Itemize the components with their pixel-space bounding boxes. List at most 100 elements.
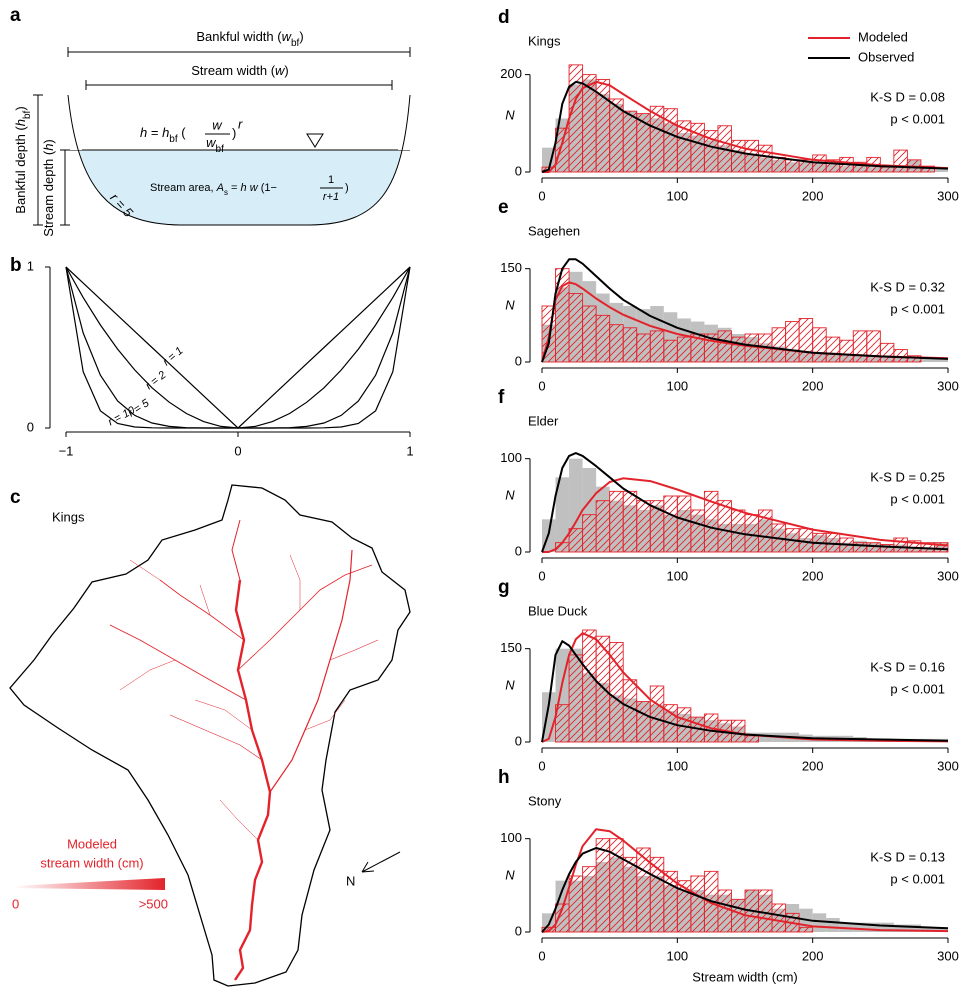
histogram-bar bbox=[852, 330, 868, 363]
annotation: K-S D = 0.16 bbox=[870, 659, 945, 674]
histogram-bar bbox=[690, 875, 705, 933]
legend-label: Observed bbox=[858, 49, 914, 64]
y-tick-label: 0 bbox=[515, 353, 522, 368]
histogram-bar bbox=[771, 327, 787, 363]
y-tick-label: 150 bbox=[500, 640, 522, 655]
x-tick-label: 100 bbox=[666, 188, 688, 203]
equation-exponent: r bbox=[238, 116, 243, 131]
bankful-depth-bar bbox=[33, 94, 43, 226]
x-axis-label: Stream width (cm) bbox=[692, 969, 797, 984]
histogram-bar bbox=[853, 922, 867, 932]
water-level-marker bbox=[306, 133, 324, 148]
histogram-bar bbox=[812, 327, 827, 363]
x-tick-label: 200 bbox=[802, 948, 824, 963]
histogram-bar bbox=[866, 330, 881, 363]
histogram-bar bbox=[934, 927, 948, 932]
histogram-bar bbox=[609, 324, 624, 363]
histogram-bar bbox=[649, 685, 665, 743]
histogram-bar bbox=[893, 149, 908, 173]
area-close: ) bbox=[345, 182, 349, 194]
histogram-bar bbox=[920, 358, 935, 362]
area-numerator: 1 bbox=[328, 174, 334, 186]
histogram-bar bbox=[744, 514, 759, 553]
histogram-bar bbox=[826, 918, 840, 932]
equation-numerator: w bbox=[212, 117, 223, 132]
histogram-bar bbox=[663, 339, 678, 363]
histogram-panel: h Stony 0 100 N 0 100 200 300 Stream width (cm) K-… bbox=[498, 767, 959, 984]
y-tick-label: 0 bbox=[515, 543, 522, 558]
histogram-bar bbox=[934, 542, 949, 553]
curve bbox=[65, 266, 411, 429]
histogram-bar bbox=[663, 870, 678, 933]
histogram-bar bbox=[568, 654, 584, 743]
curve-label: r = 1 bbox=[161, 345, 186, 369]
y-tick-label: 100 bbox=[500, 830, 522, 845]
equation: h = hbf ( bbox=[140, 125, 186, 145]
panel-label: e bbox=[498, 197, 509, 218]
histogram-bar bbox=[839, 339, 854, 363]
histogram-bar bbox=[649, 330, 665, 363]
histogram-bar bbox=[568, 528, 584, 553]
histogram-bar bbox=[649, 105, 665, 173]
histogram-bar bbox=[622, 110, 638, 173]
annotation: K-S D = 0.13 bbox=[870, 849, 945, 864]
bankful-width-label: Bankful width (wbf) bbox=[196, 29, 303, 49]
annotation: p < 0.001 bbox=[890, 871, 945, 886]
histogram-bar bbox=[934, 168, 948, 172]
x-tick-label: 300 bbox=[937, 188, 959, 203]
river bbox=[169, 714, 263, 761]
y-tick-label: 150 bbox=[500, 260, 522, 275]
y-axis-label: N bbox=[505, 487, 515, 502]
y-tick-label: 1 bbox=[27, 258, 34, 273]
equation-denominator: wbf bbox=[206, 135, 224, 155]
histogram-bar bbox=[690, 122, 705, 173]
x-tick-label: 200 bbox=[802, 378, 824, 393]
river bbox=[269, 549, 353, 793]
fit-curve bbox=[541, 640, 949, 743]
histogram-bar bbox=[731, 898, 746, 933]
x-tick-label: 100 bbox=[666, 378, 688, 393]
histogram-bar bbox=[622, 679, 638, 743]
x-tick-label: −1 bbox=[59, 443, 74, 458]
curve bbox=[65, 266, 411, 429]
histogram-bar bbox=[622, 856, 638, 933]
histogram-bar bbox=[920, 927, 935, 932]
river bbox=[194, 699, 253, 731]
histogram-bar bbox=[893, 924, 908, 932]
x-tick-label: 300 bbox=[937, 758, 959, 773]
annotation: p < 0.001 bbox=[890, 301, 945, 316]
histogram-bar bbox=[798, 317, 814, 363]
y-axis-label: N bbox=[505, 867, 515, 882]
histogram-bar bbox=[731, 336, 746, 363]
x-tick-label: 300 bbox=[937, 568, 959, 583]
panel-title: Blue Duck bbox=[528, 603, 588, 618]
histogram-bar bbox=[934, 358, 948, 362]
x-tick-label: 300 bbox=[937, 948, 959, 963]
annotation: K-S D = 0.08 bbox=[870, 89, 945, 104]
panel-label: d bbox=[498, 7, 510, 28]
x-tick-label: 0 bbox=[538, 378, 545, 393]
river bbox=[329, 639, 379, 661]
x-tick-label: 0 bbox=[538, 948, 545, 963]
histogram-bar bbox=[866, 922, 881, 932]
y-axis-label: N bbox=[505, 677, 515, 692]
histogram-bar bbox=[758, 144, 773, 173]
stream-depth-bar bbox=[60, 149, 70, 226]
basin-outline bbox=[9, 484, 411, 987]
annotation: p < 0.001 bbox=[890, 491, 945, 506]
stream-width-label: Stream width (w) bbox=[191, 63, 289, 78]
main-stem bbox=[234, 579, 272, 981]
stream-width-bar bbox=[85, 80, 393, 90]
histogram-panel: g Blue Duck 0 150 N 0 100 200 300 K-S D = 0.16 p <… bbox=[498, 577, 959, 773]
histogram-bar bbox=[879, 166, 895, 173]
histogram-bar bbox=[880, 922, 894, 932]
panel-label: g bbox=[498, 577, 510, 598]
equation-close: ) bbox=[232, 125, 236, 140]
histogram-bar bbox=[879, 342, 895, 363]
panel-label: a bbox=[10, 5, 21, 26]
fit-curve bbox=[541, 258, 949, 363]
legend-title: Modeled bbox=[67, 836, 117, 851]
y-tick-label: 0 bbox=[515, 923, 522, 938]
river bbox=[231, 519, 241, 581]
